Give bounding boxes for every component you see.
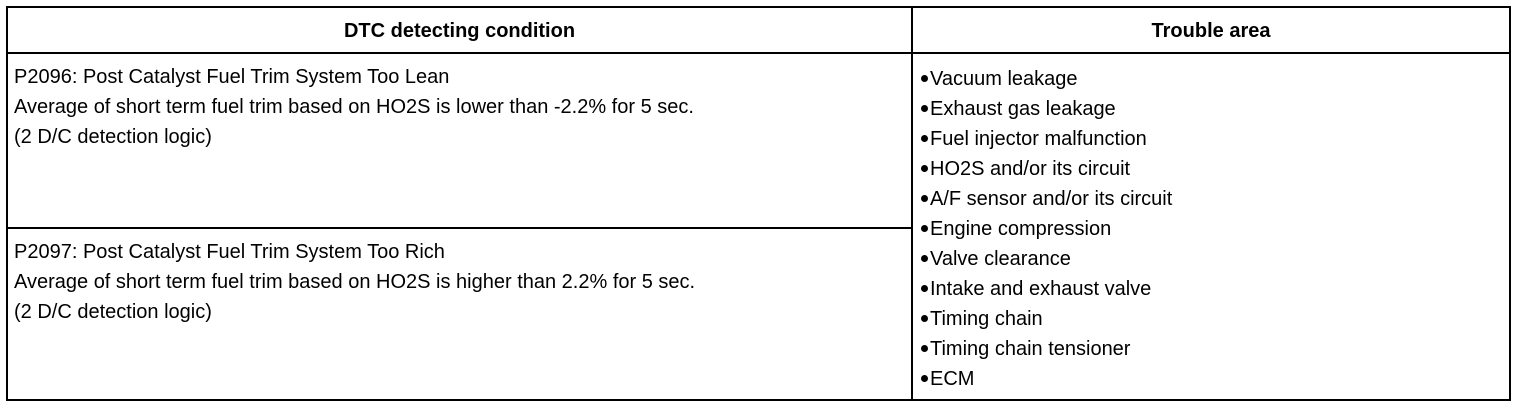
trouble-area-cell: Vacuum leakage Exhaust gas leakage Fuel … bbox=[913, 54, 1509, 399]
bullet-icon bbox=[921, 164, 928, 172]
dtc-code-title: P2097: Post Catalyst Fuel Trim System To… bbox=[14, 241, 445, 263]
list-item: A/F sensor and/or its circuit bbox=[921, 184, 1509, 214]
trouble-area-label: A/F sensor and/or its circuit bbox=[930, 188, 1173, 210]
dtc-table: DTC detecting condition Trouble area P20… bbox=[6, 6, 1511, 401]
list-item: HO2S and/or its circuit bbox=[921, 154, 1509, 184]
list-item: Vacuum leakage bbox=[921, 64, 1509, 94]
bullet-icon bbox=[921, 314, 928, 322]
list-item: Timing chain bbox=[921, 304, 1509, 334]
trouble-area-label: ECM bbox=[930, 368, 975, 390]
trouble-area-label: Vacuum leakage bbox=[930, 68, 1078, 90]
bullet-icon bbox=[921, 104, 928, 112]
bullet-icon bbox=[921, 344, 928, 352]
trouble-area-list: Vacuum leakage Exhaust gas leakage Fuel … bbox=[921, 64, 1509, 394]
condition-cell-p2097: P2097: Post Catalyst Fuel Trim System To… bbox=[8, 229, 911, 399]
dtc-detection-logic: (2 D/C detection logic) bbox=[14, 301, 212, 323]
bullet-icon bbox=[921, 284, 928, 292]
condition-cell-p2096: P2096: Post Catalyst Fuel Trim System To… bbox=[8, 54, 911, 227]
bullet-icon bbox=[921, 74, 928, 82]
header-dtc-detecting-condition: DTC detecting condition bbox=[343, 20, 576, 42]
dtc-code-title: P2096: Post Catalyst Fuel Trim System To… bbox=[14, 66, 450, 88]
trouble-area-label: Intake and exhaust valve bbox=[930, 278, 1152, 300]
bullet-icon bbox=[921, 194, 928, 202]
trouble-area-label: Exhaust gas leakage bbox=[930, 98, 1116, 120]
trouble-area-label: HO2S and/or its circuit bbox=[930, 158, 1131, 180]
list-item: Fuel injector malfunction bbox=[921, 124, 1509, 154]
header-trouble-area: Trouble area bbox=[1151, 20, 1271, 42]
list-item: Valve clearance bbox=[921, 244, 1509, 274]
list-item: Engine compression bbox=[921, 214, 1509, 244]
trouble-area-label: Valve clearance bbox=[930, 248, 1071, 270]
dtc-detection-logic: (2 D/C detection logic) bbox=[14, 126, 212, 148]
table-header-row: DTC detecting condition Trouble area bbox=[8, 8, 1509, 54]
bullet-icon bbox=[921, 374, 928, 382]
trouble-area-label: Engine compression bbox=[930, 218, 1112, 240]
row-divider bbox=[8, 227, 911, 229]
dtc-condition-text: Average of short term fuel trim based on… bbox=[14, 96, 694, 118]
bullet-icon bbox=[921, 134, 928, 142]
list-item: Timing chain tensioner bbox=[921, 334, 1509, 364]
list-item: Exhaust gas leakage bbox=[921, 94, 1509, 124]
trouble-area-label: Fuel injector malfunction bbox=[930, 128, 1147, 150]
bullet-icon bbox=[921, 254, 928, 262]
trouble-area-label: Timing chain tensioner bbox=[930, 338, 1131, 360]
list-item: ECM bbox=[921, 364, 1509, 394]
bullet-icon bbox=[921, 224, 928, 232]
dtc-condition-text: Average of short term fuel trim based on… bbox=[14, 271, 696, 293]
trouble-area-label: Timing chain bbox=[930, 308, 1043, 330]
list-item: Intake and exhaust valve bbox=[921, 274, 1509, 304]
column-divider bbox=[911, 8, 913, 399]
